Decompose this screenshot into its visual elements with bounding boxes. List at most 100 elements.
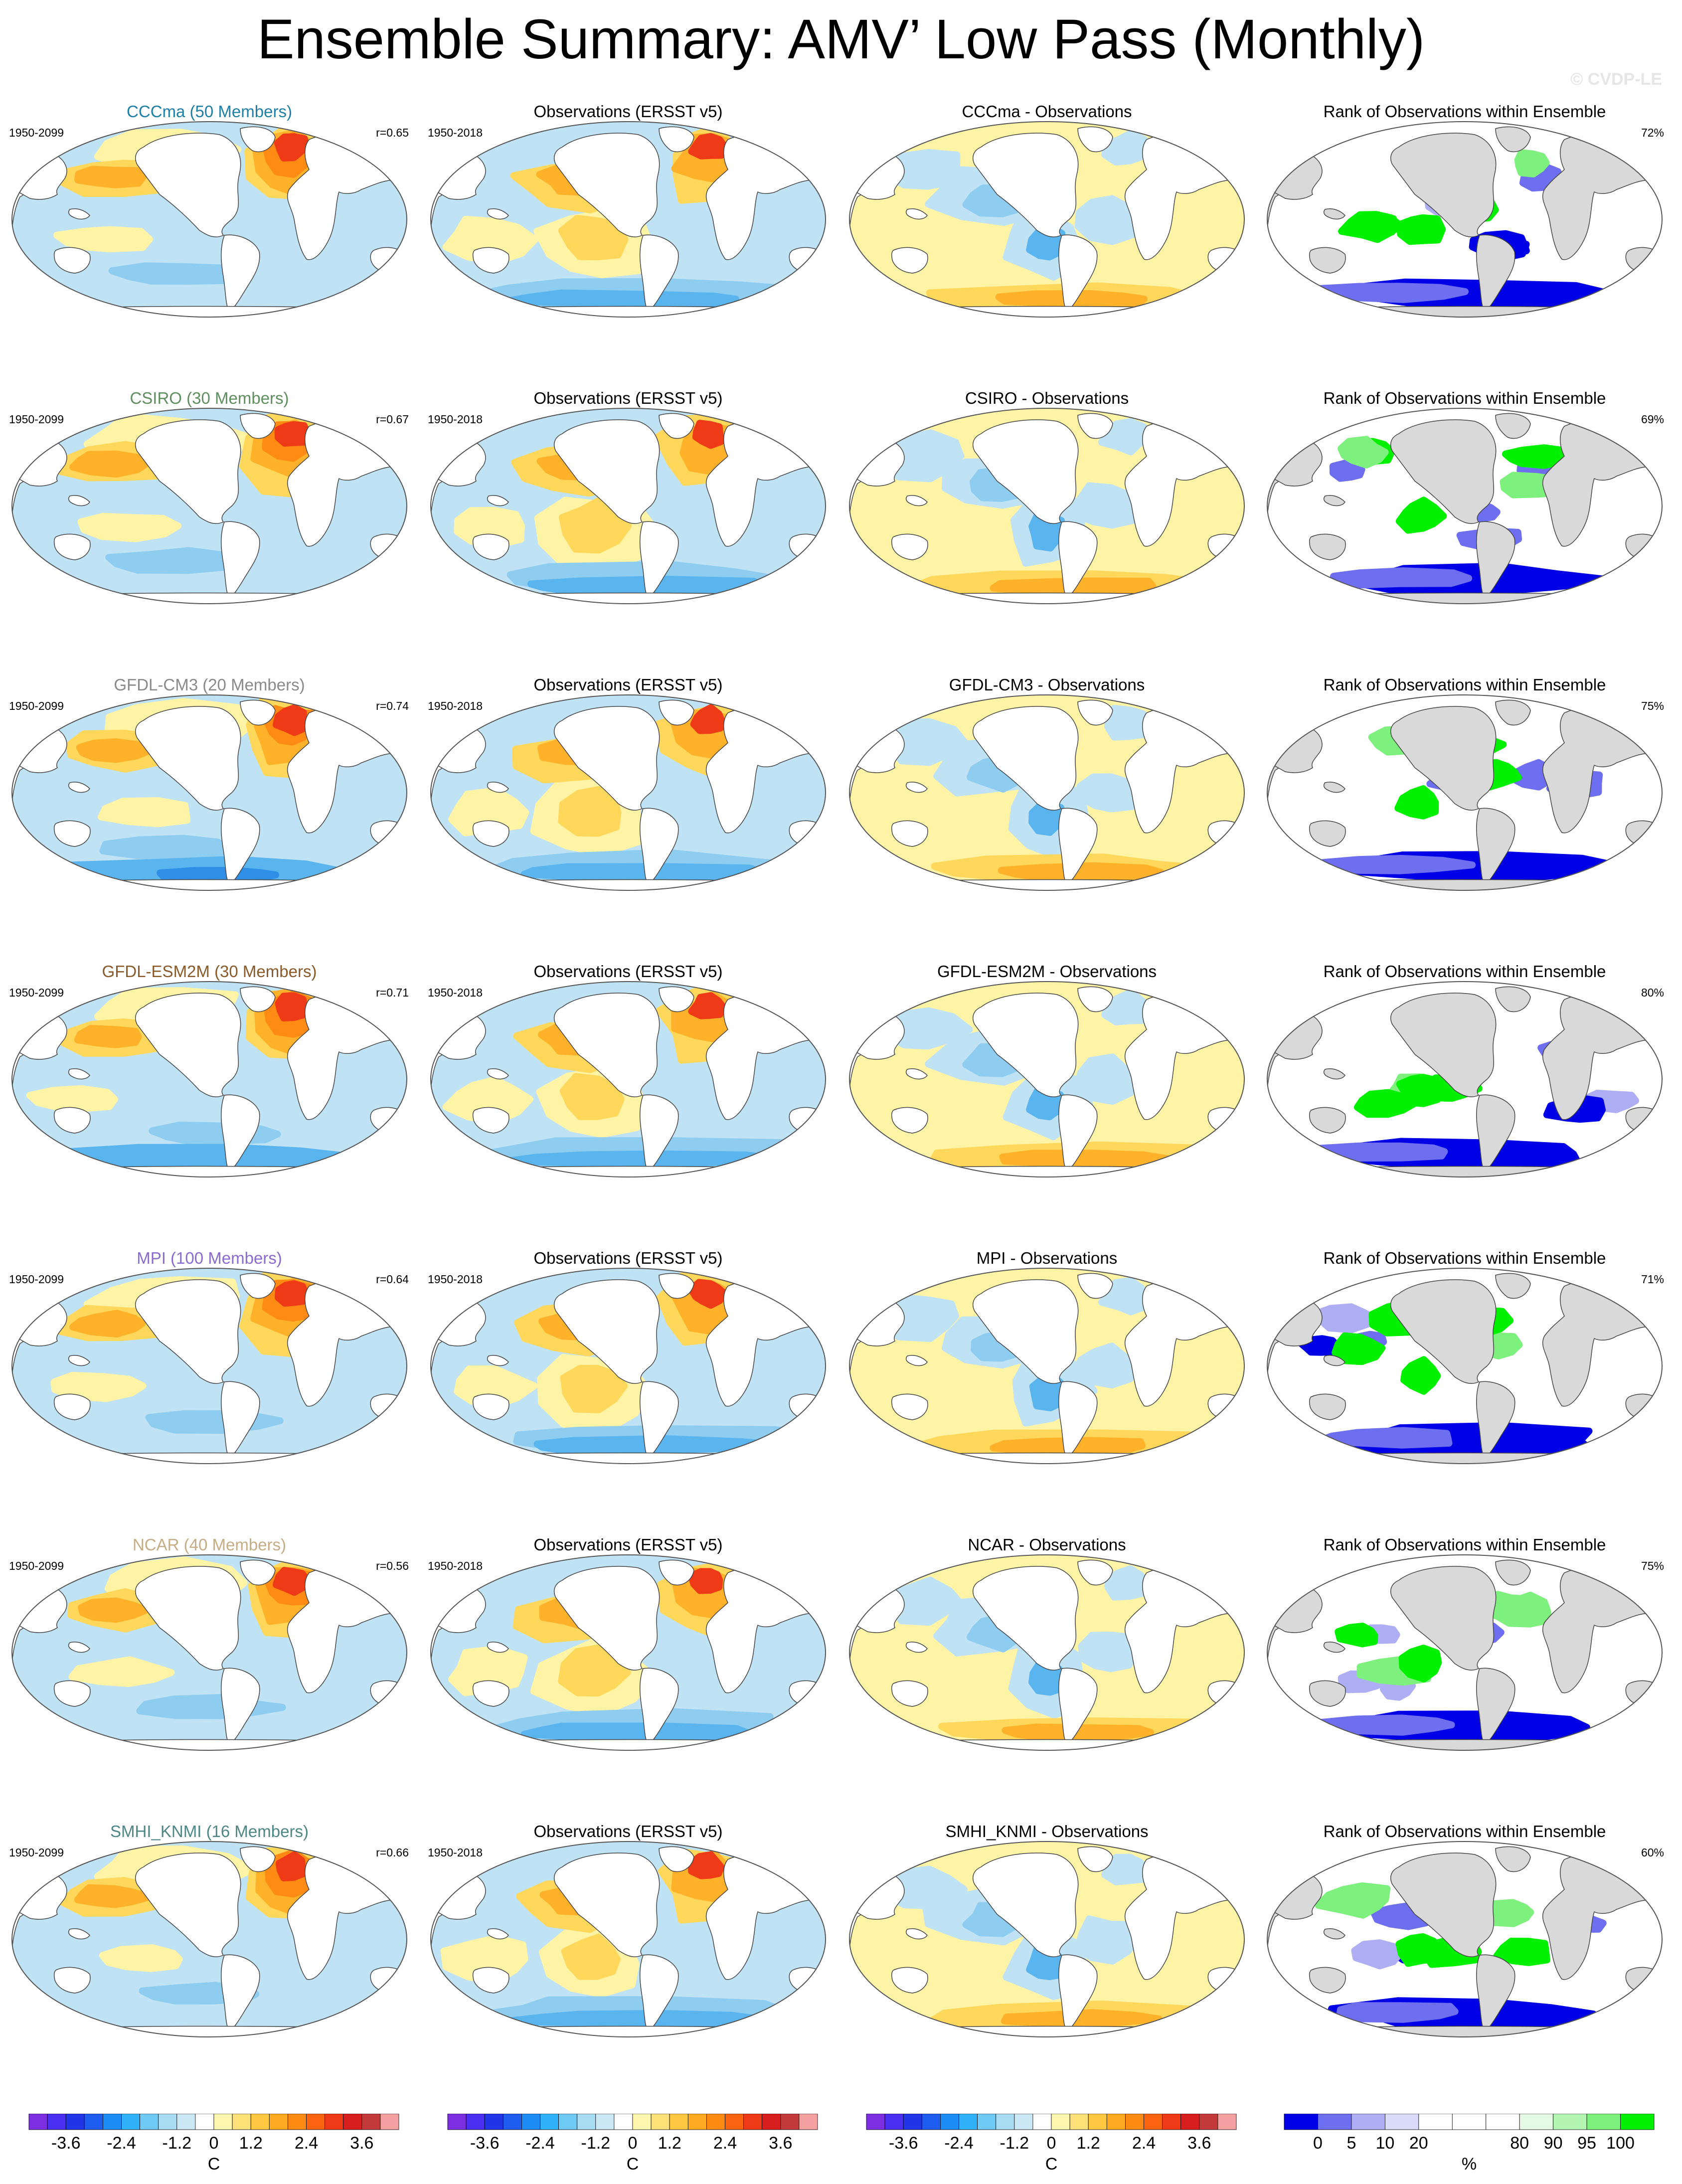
warm-region: [74, 166, 147, 188]
rank-title: Rank of Observations within Ensemble: [1323, 389, 1606, 407]
ensemble-correlation: r=0.66: [376, 1846, 409, 1859]
ensemble-period: 1950-2099: [9, 126, 64, 139]
difference-map: [849, 1841, 1245, 2037]
warm-region: [688, 1851, 725, 1879]
colorbar-swatch: [1586, 2114, 1621, 2130]
observations-map: [430, 1268, 826, 1464]
colorbar-swatch: [940, 2114, 959, 2130]
cool-region: [1070, 482, 1138, 529]
rank-percent: 75%: [1641, 699, 1664, 712]
warm-region: [560, 1364, 628, 1413]
cool-region: [1101, 988, 1155, 1025]
colorbar-swatch: [1318, 2114, 1352, 2130]
colorbar-tick-label: 1.2: [658, 2134, 681, 2153]
colorbar-swatch: [213, 2114, 233, 2130]
colorbar-tick-label: 2.4: [1132, 2134, 1156, 2153]
colorbar-swatch: [614, 2114, 633, 2130]
warm-region: [78, 1597, 150, 1623]
colorbar-swatch: [195, 2114, 214, 2130]
cool-region: [533, 1435, 795, 1455]
high-rank-region: [1338, 211, 1404, 243]
warm-region: [687, 1279, 728, 1309]
colorbar-swatch: [799, 2114, 818, 2130]
ensemble-mean-map: [11, 981, 407, 1177]
sst-colorbar: -3.6 -2.4 -1.2 0 1.2 2.4 3.6 C: [447, 2114, 818, 2174]
difference-title: NCAR - Observations: [968, 1535, 1126, 1554]
colorbar-unit: C: [627, 2155, 639, 2174]
colorbar-tick-label: 3.6: [1187, 2134, 1211, 2153]
rank-percent: 71%: [1641, 1273, 1664, 1286]
colorbar-swatch: [1162, 2114, 1181, 2130]
warm-region: [998, 862, 1165, 882]
cool-region: [99, 835, 229, 859]
cool-region: [149, 1121, 281, 1145]
low-rank-region: [1311, 283, 1469, 303]
colorbar-tick-label: -1.2: [581, 2134, 611, 2153]
colorbar-tick-label: 95: [1577, 2134, 1596, 2153]
colorbar-swatch: [780, 2114, 800, 2130]
observations-title: Observations (ERSST v5): [533, 962, 723, 981]
colorbar-tick-label: -1.2: [163, 2134, 192, 2153]
rank-colorbar: 0 5 10 20 80 90 95 100%: [1284, 2114, 1655, 2174]
colorbar-swatch: [306, 2114, 325, 2130]
warm-region: [687, 1568, 723, 1594]
warm-region: [275, 992, 308, 1021]
ensemble-mean-map: [11, 694, 407, 891]
colorbar-swatch: [1486, 2114, 1520, 2130]
cool-region: [145, 1410, 284, 1434]
high-rank-region: [1514, 149, 1550, 177]
colorbar-unit: %: [1462, 2155, 1477, 2174]
ensemble-title: SMHI_KNMI (16 Members): [110, 1822, 309, 1841]
cool-region: [105, 547, 255, 574]
difference-title: CSIRO - Observations: [965, 389, 1129, 407]
high-rank-region: [1353, 1089, 1418, 1118]
observations-period: 1950-2018: [428, 1273, 483, 1286]
warm-region: [74, 1884, 153, 1908]
cool-region: [1098, 1277, 1149, 1316]
warm-region: [53, 226, 153, 253]
colorbar-swatch: [1418, 2114, 1453, 2130]
warm-region: [74, 1025, 142, 1048]
high-rank-region: [1491, 1591, 1553, 1628]
rank-title: Rank of Observations within Ensemble: [1323, 1249, 1606, 1267]
high-rank-region: [1332, 1332, 1386, 1365]
colorbar-tick-label: 1.2: [239, 2134, 263, 2153]
colorbar-swatch: [250, 2114, 270, 2130]
colorbar-swatch: [669, 2114, 688, 2130]
cool-region: [1101, 130, 1148, 166]
colorbar-tick-label: 100: [1606, 2134, 1635, 2153]
colorbar-swatch: [687, 2114, 707, 2130]
cool-region: [1101, 1853, 1152, 1885]
colorbar-swatch: [447, 2114, 467, 2130]
high-rank-region: [1502, 444, 1577, 469]
warm-region: [273, 704, 308, 736]
colorbar-tick-label: 3.6: [350, 2134, 373, 2153]
colorbar-tick-label: -1.2: [1000, 2134, 1029, 2153]
colorbar-swatch: [1384, 2114, 1419, 2130]
colorbar-swatch: [1284, 2114, 1318, 2130]
colorbar-swatch: [1199, 2114, 1218, 2130]
rank-percent: 72%: [1641, 126, 1664, 139]
colorbar-swatch: [540, 2114, 559, 2130]
observations-period: 1950-2018: [428, 986, 483, 999]
difference-map: [849, 408, 1245, 604]
difference-map: [849, 1268, 1245, 1464]
colorbar-tick-label: -3.6: [889, 2134, 918, 2153]
observations-map: [430, 121, 826, 318]
high-rank-region: [1338, 436, 1389, 469]
colorbar-swatch: [1125, 2114, 1144, 2130]
colorbar-swatch: [651, 2114, 670, 2130]
colorbar-unit: C: [208, 2155, 220, 2174]
ensemble-correlation: r=0.56: [376, 1559, 409, 1572]
warm-region: [690, 704, 725, 734]
ensemble-correlation: r=0.71: [376, 986, 409, 999]
colorbar-swatch: [121, 2114, 140, 2130]
colorbar-swatch: [269, 2114, 288, 2130]
warm-region: [26, 1085, 118, 1112]
ensemble-mean-map: [11, 1841, 407, 2037]
colorbar-swatch: [176, 2114, 196, 2130]
ensemble-period: 1950-2099: [9, 1559, 64, 1572]
cool-region: [108, 262, 253, 285]
cool-region: [1076, 773, 1141, 813]
ensemble-mean-map: [11, 408, 407, 604]
